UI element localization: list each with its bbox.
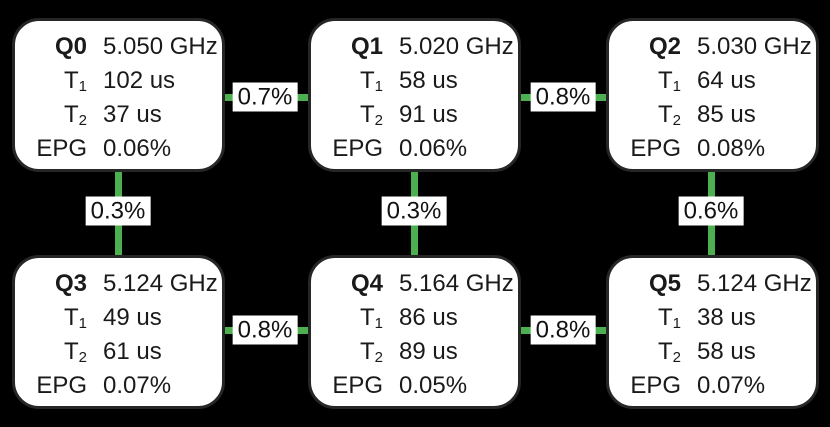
edge-label-q0-q1: 0.7%	[232, 82, 298, 112]
qubit-t2-row: T2 91 us	[311, 98, 518, 132]
epg-value: 0.08%	[697, 135, 766, 162]
qubit-frequency: 5.124 GHz	[697, 270, 812, 297]
qubit-epg-row: EPG 0.07%	[15, 369, 222, 403]
epg-value: 0.06%	[103, 135, 172, 162]
t1-value: 86 us	[399, 304, 458, 331]
qubit-epg-row: EPG 0.06%	[15, 132, 222, 166]
qubit-card-q0: Q0 5.050 GHz T1 102 us T2 37 us EPG 0.06%	[12, 18, 225, 172]
t1-value: 64 us	[697, 67, 756, 94]
edge-label-q1-q4: 0.3%	[381, 196, 447, 226]
qubit-name-row: Q0 5.050 GHz	[15, 30, 222, 64]
qubit-name: Q2	[648, 33, 681, 60]
qubit-card-q2: Q2 5.030 GHz T1 64 us T2 85 us EPG 0.08%	[606, 18, 819, 172]
edge-label-q4-q5: 0.8%	[530, 315, 596, 345]
t1-value: 102 us	[103, 67, 176, 94]
qubit-t1-row: T1 38 us	[609, 301, 816, 335]
qubit-card-q4: Q4 5.164 GHz T1 86 us T2 89 us EPG 0.05%	[308, 255, 521, 409]
t2-value: 37 us	[103, 101, 162, 128]
t1-label: T1	[63, 67, 87, 95]
qubit-epg-row: EPG 0.07%	[609, 369, 816, 403]
qubit-name-row: Q4 5.164 GHz	[311, 267, 518, 301]
epg-label: EPG	[332, 135, 383, 162]
qubit-name: Q5	[648, 270, 681, 297]
qubit-name: Q1	[350, 33, 383, 60]
epg-label: EPG	[36, 372, 87, 399]
t2-value: 85 us	[697, 101, 756, 128]
qubit-epg-row: EPG 0.08%	[609, 132, 816, 166]
qubit-frequency: 5.030 GHz	[697, 33, 812, 60]
qubit-name: Q4	[350, 270, 383, 297]
t2-label: T2	[359, 338, 383, 366]
qubit-t1-row: T1 64 us	[609, 64, 816, 98]
qubit-t2-row: T2 37 us	[15, 98, 222, 132]
qubit-name-row: Q2 5.030 GHz	[609, 30, 816, 64]
t1-value: 38 us	[697, 304, 756, 331]
t2-value: 61 us	[103, 338, 162, 365]
qubit-frequency: 5.164 GHz	[399, 270, 514, 297]
qubit-t2-row: T2 61 us	[15, 335, 222, 369]
qubit-frequency: 5.124 GHz	[103, 270, 218, 297]
qubit-t1-row: T1 58 us	[311, 64, 518, 98]
epg-value: 0.05%	[399, 372, 468, 399]
qubit-t2-row: T2 89 us	[311, 335, 518, 369]
edge-label-q1-q2: 0.8%	[530, 82, 596, 112]
t1-label: T1	[657, 67, 681, 95]
qubit-epg-row: EPG 0.06%	[311, 132, 518, 166]
t1-label: T1	[359, 304, 383, 332]
t2-value: 91 us	[399, 101, 458, 128]
epg-label: EPG	[36, 135, 87, 162]
qubit-t2-row: T2 58 us	[609, 335, 816, 369]
qubit-name-row: Q3 5.124 GHz	[15, 267, 222, 301]
qubit-frequency: 5.020 GHz	[399, 33, 514, 60]
qubit-name-row: Q1 5.020 GHz	[311, 30, 518, 64]
qubit-epg-row: EPG 0.05%	[311, 369, 518, 403]
qubit-name: Q3	[54, 270, 87, 297]
qubit-t1-row: T1 102 us	[15, 64, 222, 98]
qubit-t2-row: T2 85 us	[609, 98, 816, 132]
epg-value: 0.07%	[103, 372, 172, 399]
t2-value: 89 us	[399, 338, 458, 365]
t1-value: 49 us	[103, 304, 162, 331]
qubit-t1-row: T1 49 us	[15, 301, 222, 335]
qubit-frequency: 5.050 GHz	[103, 33, 218, 60]
qubit-t1-row: T1 86 us	[311, 301, 518, 335]
qubit-card-q5: Q5 5.124 GHz T1 38 us T2 58 us EPG 0.07%	[606, 255, 819, 409]
t2-value: 58 us	[697, 338, 756, 365]
edge-label-q2-q5: 0.6%	[678, 196, 744, 226]
t2-label: T2	[657, 338, 681, 366]
edge-label-q3-q4: 0.8%	[232, 315, 298, 345]
epg-label: EPG	[630, 372, 681, 399]
edge-label-q0-q3: 0.3%	[85, 196, 151, 226]
t1-label: T1	[657, 304, 681, 332]
t2-label: T2	[359, 101, 383, 129]
qubit-card-q1: Q1 5.020 GHz T1 58 us T2 91 us EPG 0.06%	[308, 18, 521, 172]
epg-value: 0.07%	[697, 372, 766, 399]
t1-label: T1	[359, 67, 383, 95]
t2-label: T2	[63, 338, 87, 366]
epg-value: 0.06%	[399, 135, 468, 162]
t1-label: T1	[63, 304, 87, 332]
epg-label: EPG	[332, 372, 383, 399]
qubit-card-q3: Q3 5.124 GHz T1 49 us T2 61 us EPG 0.07%	[12, 255, 225, 409]
qubit-name: Q0	[54, 33, 87, 60]
t2-label: T2	[63, 101, 87, 129]
t1-value: 58 us	[399, 67, 458, 94]
t2-label: T2	[657, 101, 681, 129]
qubit-name-row: Q5 5.124 GHz	[609, 267, 816, 301]
epg-label: EPG	[630, 135, 681, 162]
